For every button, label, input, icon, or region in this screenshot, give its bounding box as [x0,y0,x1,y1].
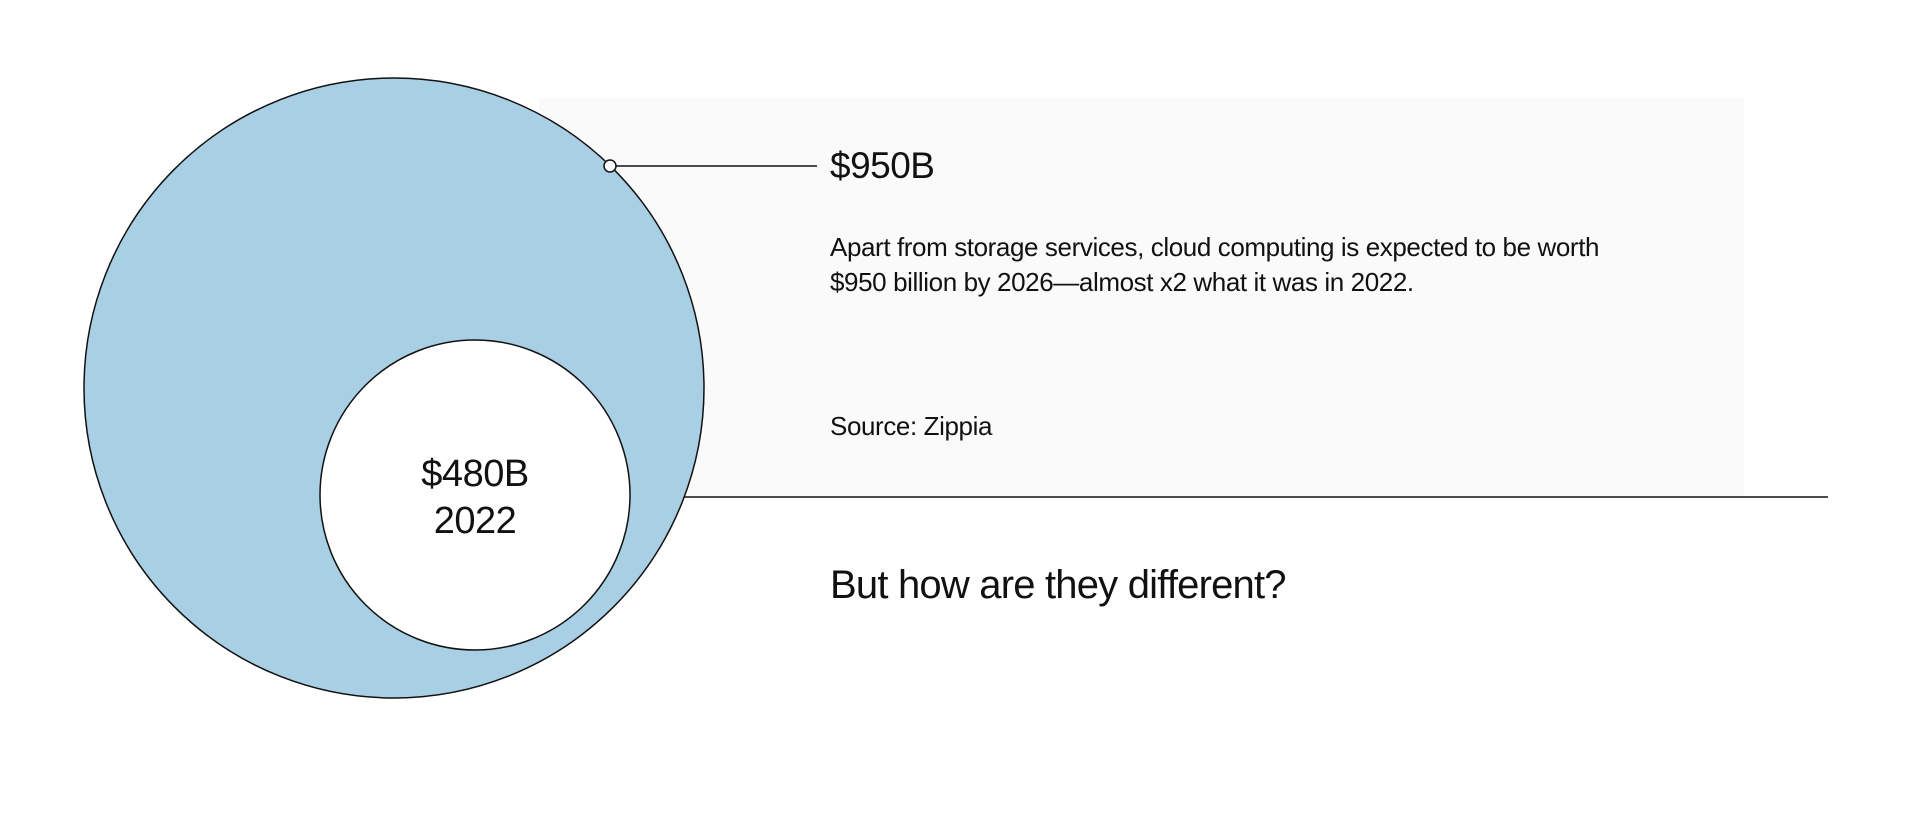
description-text: Apart from storage services, cloud compu… [830,232,1600,297]
bubble-2022 [319,339,631,651]
annotation-panel [539,98,1744,496]
inner-value-label: $480B [421,453,529,495]
source-text: Source: Zippia [830,411,993,441]
outer-value-label: $950B [830,145,935,186]
leader-dot [603,159,617,173]
section-question: But how are they different? [830,563,1287,607]
inner-year-label: 2022 [433,500,517,542]
